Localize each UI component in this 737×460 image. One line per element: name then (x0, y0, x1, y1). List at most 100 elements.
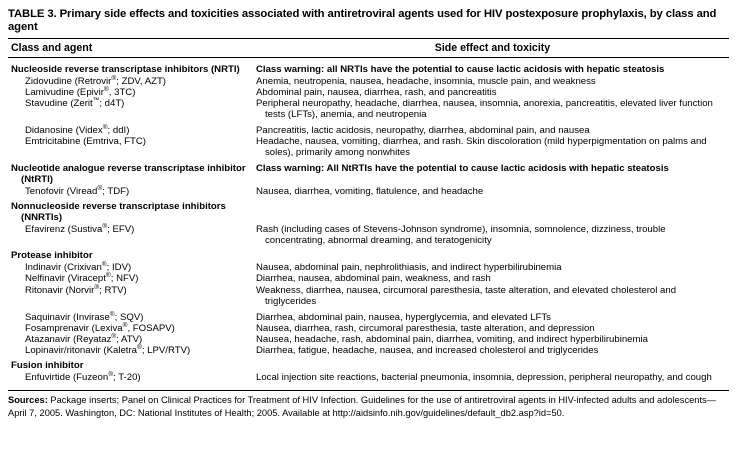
agent-name-text: Saquinavir (Invirase (25, 311, 110, 323)
trademark-symbol: ™ (92, 96, 100, 104)
agent-abbrev-text: ; ATV) (116, 333, 143, 345)
agent-abbrev-text: ; d4T) (99, 98, 125, 110)
class-heading-row: Fusion inhibitor (8, 360, 729, 371)
agent-name-text: Indinavir (Crixivan (25, 262, 102, 274)
agent-abbrev-text: ; IDV) (106, 262, 132, 274)
side-effect-text: Nausea, diarrhea, rash, circumoral pares… (256, 323, 729, 334)
agent-row: Lopinavir/ritonavir (Kaletra®; LPV/RTV) D… (8, 343, 729, 356)
side-effect-text: Nausea, diarrhea, vomiting, flatulence, … (256, 186, 729, 197)
side-effect-value: Local injection site reactions, bacteria… (256, 372, 712, 384)
agent-name: Emtricitabine (Emtriva, FTC) (8, 136, 256, 147)
sources-label: Sources: (8, 395, 48, 406)
agent-name-text: Emtricitabine (Emtriva, FTC) (25, 136, 146, 148)
trademark-symbol: ® (97, 184, 103, 192)
side-effect-value: Peripheral neuropathy, headache, diarrhe… (256, 98, 713, 121)
class-name: Protease inhibitor (8, 250, 256, 261)
trademark-symbol: ® (111, 332, 117, 340)
column-headers: Class and agent Side effect and toxicity (8, 39, 729, 57)
class-heading-row: Nonnucleoside reverse transcriptase inhi… (8, 201, 729, 223)
trademark-symbol: ® (94, 283, 100, 291)
class-name-text: Protease inhibitor (11, 250, 93, 262)
agent-name: Didanosine (Videx®; ddI) (8, 124, 256, 137)
class-name-text: Fusion inhibitor (11, 360, 84, 372)
agent-row: Lamivudine (Epivir®, 3TC) Abdominal pain,… (8, 85, 729, 98)
agent-row: Fosamprenavir (Lexiva®, FOSAPV) Nausea, d… (8, 321, 729, 334)
agent-name-text: Enfuvirtide (Fuzeon (25, 372, 109, 384)
side-effect-text: Rash (including cases of Stevens-Johnson… (256, 224, 729, 246)
agent-name: Lopinavir/ritonavir (Kaletra®; LPV/RTV) (8, 343, 256, 356)
class-name-text: Nonnucleoside reverse transcriptase inhi… (11, 200, 226, 223)
table-title: TABLE 3. Primary side effects and toxici… (8, 8, 717, 34)
agent-name-text: Atazanavir (Reyataz (25, 333, 112, 345)
class-name-text: Nucleotide analogue reverse transcriptas… (11, 162, 246, 185)
side-effect-text: Diarrhea, fatigue, headache, nausea, and… (256, 345, 729, 356)
agent-abbrev-text: ; SQV) (114, 311, 144, 323)
trademark-symbol: ® (105, 272, 111, 280)
side-effect-value: Diarrhea, fatigue, headache, nausea, and… (256, 344, 599, 356)
header-divider (8, 56, 729, 58)
agent-row: Zidovudine (Retrovir®; ZDV, AZT) Anemia, … (8, 75, 729, 87)
trademark-symbol: ® (102, 222, 108, 230)
agent-row: Efavirenz (Sustiva®; EFV) Rash (including… (8, 222, 729, 246)
side-effect-value: Pancreatitis, lactic acidosis, neuropath… (256, 125, 590, 137)
trademark-symbol: ® (103, 85, 109, 93)
agent-abbrev-text: , FOSAPV) (127, 322, 175, 334)
agent-name: Saquinavir (Invirase®; SQV) (8, 311, 256, 323)
column-header-side-effect: Side effect and toxicity (434, 41, 551, 54)
class-warning-text: Class warning: all NRTIs have the potent… (256, 63, 665, 75)
agent-name: Tenofovir (Viread®; TDF) (8, 184, 256, 197)
side-effect-value: Nausea, diarrhea, rash, circumoral pares… (256, 322, 595, 334)
agent-name: Ritonavir (Norvir®; RTV) (8, 283, 256, 296)
footer-divider (8, 390, 729, 392)
agent-row: Stavudine (Zerit™; d4T) Peripheral neurop… (8, 96, 729, 120)
class-warning-text: Class warning: All NtRTIs have the poten… (256, 162, 669, 174)
side-effect-value: Nausea, abdominal pain, nephrolithiasis,… (256, 262, 562, 274)
side-effect-text: Anemia, neutropenia, nausea, headache, i… (256, 76, 729, 87)
agent-name: Nelfinavir (Viracept®; NFV) (8, 272, 256, 285)
agent-name-text: Lamivudine (Epivir (25, 87, 104, 98)
agent-name-text: Zidovudine (Retrovir (25, 75, 112, 87)
class-heading-row: Nucleoside reverse transcriptase inhibit… (8, 64, 729, 75)
class-name: Nucleotide analogue reverse transcriptas… (8, 163, 256, 185)
class-heading-row: Nucleotide analogue reverse transcriptas… (8, 163, 729, 185)
agent-row: Didanosine (Videx®; ddI) Pancreatitis, la… (8, 124, 729, 137)
trademark-symbol: ® (102, 124, 108, 132)
column-header-class-and-agent: Class and agent (11, 41, 93, 54)
agent-abbrev-text: ; ZDV, AZT) (116, 75, 167, 87)
trademark-symbol: ® (122, 321, 128, 329)
side-effect-value: Weakness, diarrhea, nausea, circumoral p… (256, 284, 677, 307)
trademark-symbol: ® (101, 261, 107, 269)
class-name: Fusion inhibitor (8, 360, 256, 371)
agent-abbrev-text: , 3TC) (108, 87, 136, 98)
agent-name-text: Nelfinavir (Viracept (25, 273, 106, 285)
agent-name: Indinavir (Crixivan®; IDV) (8, 261, 256, 274)
agent-row: Indinavir (Crixivan®; IDV) Nausea, abdomi… (8, 261, 729, 274)
side-effect-text: Nausea, abdominal pain, nephrolithiasis,… (256, 262, 729, 273)
trademark-symbol: ® (136, 343, 142, 351)
class-name-text: Nucleoside reverse transcriptase inhibit… (11, 63, 240, 75)
agent-abbrev-text: ; LPV/RTV) (141, 344, 191, 356)
class-heading-row: Protease inhibitor (8, 250, 729, 261)
agent-row: Nelfinavir (Viracept®; NFV) Diarrhea, nau… (8, 272, 729, 285)
trademark-symbol: ® (108, 370, 114, 378)
agent-row: Enfuvirtide (Fuzeon®; T-20) Local injecti… (8, 370, 729, 384)
side-effect-text: Diarrhea, abdominal pain, nausea, hyperg… (256, 312, 729, 323)
agent-row: Tenofovir (Viread®; TDF) Nausea, diarrhea… (8, 184, 729, 197)
side-effect-text: Peripheral neuropathy, headache, diarrhe… (256, 98, 729, 120)
side-effect-text: Weakness, diarrhea, nausea, circumoral p… (256, 285, 729, 307)
agent-name-text: Didanosine (Videx (25, 125, 103, 137)
side-effect-text: Diarrhea, nausea, abdominal pain, weakne… (256, 273, 729, 284)
agent-name: Efavirenz (Sustiva®; EFV) (8, 222, 256, 236)
side-effect-text: Pancreatitis, lactic acidosis, neuropath… (256, 125, 729, 136)
agent-abbrev-text: ; NFV) (110, 273, 139, 285)
side-effect-value: Headache, nausea, vomiting, diarrhea, an… (256, 136, 707, 159)
agent-name-text: Tenofovir (Viread (25, 185, 98, 197)
agent-name-text: Lopinavir/ritonavir (Kaletra (25, 344, 137, 356)
class-warning: Class warning: all NRTIs have the potent… (256, 64, 729, 75)
agent-abbrev-text: ; EFV) (107, 224, 135, 236)
class-name: Nonnucleoside reverse transcriptase inhi… (8, 201, 256, 223)
side-effect-value: Diarrhea, abdominal pain, nausea, hyperg… (256, 311, 551, 323)
agent-name: Fosamprenavir (Lexiva®, FOSAPV) (8, 321, 256, 334)
agent-row: Emtricitabine (Emtriva, FTC) Headache, na… (8, 136, 729, 158)
